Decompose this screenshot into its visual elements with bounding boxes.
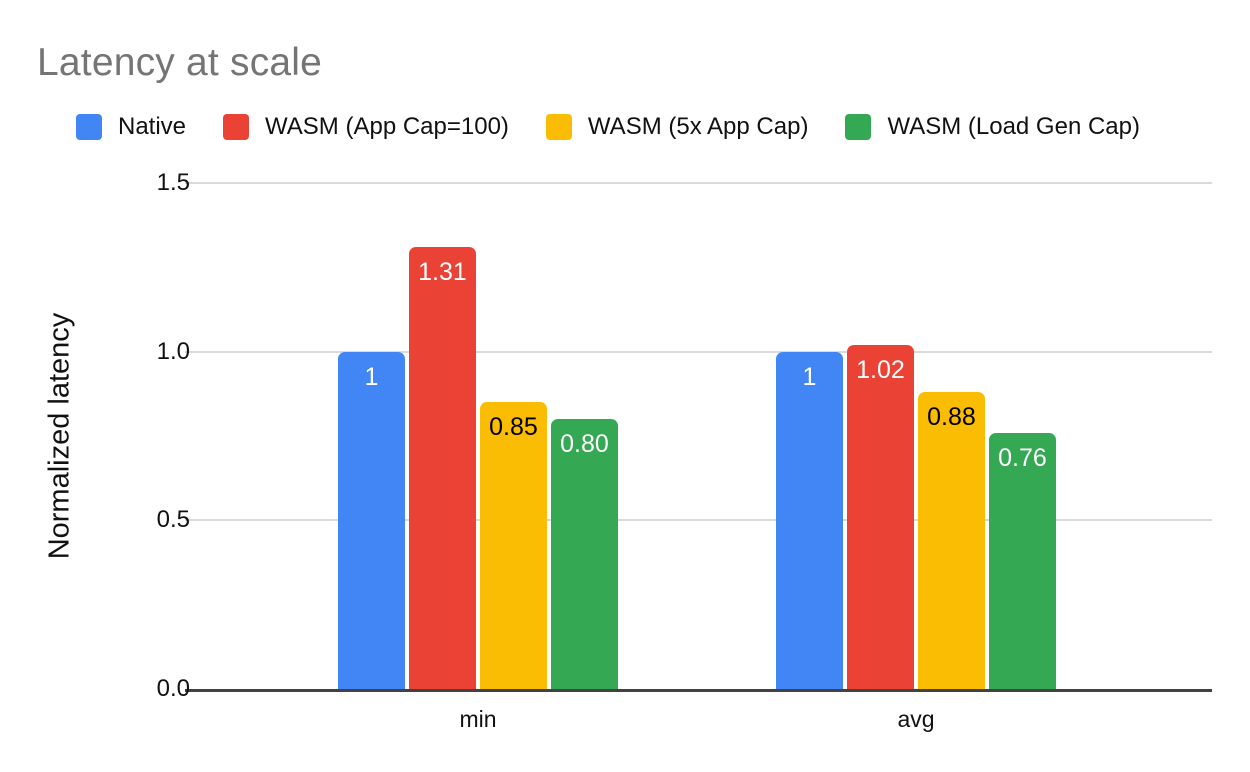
legend-label-wasm-5x-app-cap: WASM (5x App Cap) xyxy=(587,113,809,140)
bar-value-label-min-wasm-load-gen-cap: 0.80 xyxy=(560,430,609,459)
gridline xyxy=(185,519,1212,522)
bar-min-wasm-5x-app-cap: 0.85 xyxy=(480,402,547,689)
bar-value-label-avg-wasm-load-gen-cap: 0.76 xyxy=(998,443,1047,472)
bar-avg-wasm-5x-app-cap: 0.88 xyxy=(918,392,985,689)
bar-value-label-min-native: 1 xyxy=(364,362,379,391)
y-tick-label: 1.5 xyxy=(156,169,190,196)
legend-label-wasm-load-gen-cap: WASM (Load Gen Cap) xyxy=(887,113,1140,140)
y-tick-label: 0.5 xyxy=(156,506,190,534)
legend-item-wasm-load-gen-cap: WASM (Load Gen Cap) xyxy=(845,112,1140,142)
bar-value-label-min-wasm-app-cap-100: 1.31 xyxy=(418,258,467,287)
y-tick-label: 0.0 xyxy=(156,675,190,702)
x-category-label-min: min xyxy=(459,706,497,732)
native-swatch-icon xyxy=(76,114,102,140)
bar-avg-wasm-load-gen-cap: 0.76 xyxy=(989,432,1056,689)
y-axis-title: Normalized latency xyxy=(43,312,76,560)
bar-value-label-avg-native: 1 xyxy=(802,362,817,391)
bar-value-label-min-wasm-5x-app-cap: 0.85 xyxy=(489,413,538,442)
legend-label-native: Native xyxy=(118,113,187,140)
bar-avg-wasm-app-cap-100: 1.02 xyxy=(847,344,914,689)
wasm-app-cap-100-swatch-icon xyxy=(223,114,250,140)
wasm-load-gen-cap-swatch-icon xyxy=(845,114,872,140)
x-axis-line xyxy=(185,689,1212,692)
legend-item-wasm-app-cap-100: WASM (App Cap=100) xyxy=(223,112,509,142)
legend-label-wasm-app-cap-100: WASM (App Cap=100) xyxy=(265,113,509,140)
legend-item-wasm-5x-app-cap: WASM (5x App Cap) xyxy=(545,112,809,142)
bar-avg-native: 1 xyxy=(776,351,843,689)
legend-item-native: Native xyxy=(76,112,186,142)
gridline xyxy=(185,182,1212,184)
bar-min-native: 1 xyxy=(338,351,405,689)
y-tick-label: 1.0 xyxy=(156,337,190,365)
legend: Native WASM (App Cap=100) WASM (5x App Cap… xyxy=(76,112,1140,142)
wasm-5x-app-cap-swatch-icon xyxy=(545,114,572,140)
bar-min-wasm-app-cap-100: 1.31 xyxy=(409,247,476,689)
bar-value-label-avg-wasm-5x-app-cap: 0.88 xyxy=(927,403,976,432)
bar-min-wasm-load-gen-cap: 0.80 xyxy=(551,419,618,689)
gridline xyxy=(185,350,1212,353)
chart-title: Latency at scale xyxy=(37,41,323,84)
bar-value-label-avg-wasm-app-cap-100: 1.02 xyxy=(856,355,905,384)
x-category-label-avg: avg xyxy=(897,706,935,732)
